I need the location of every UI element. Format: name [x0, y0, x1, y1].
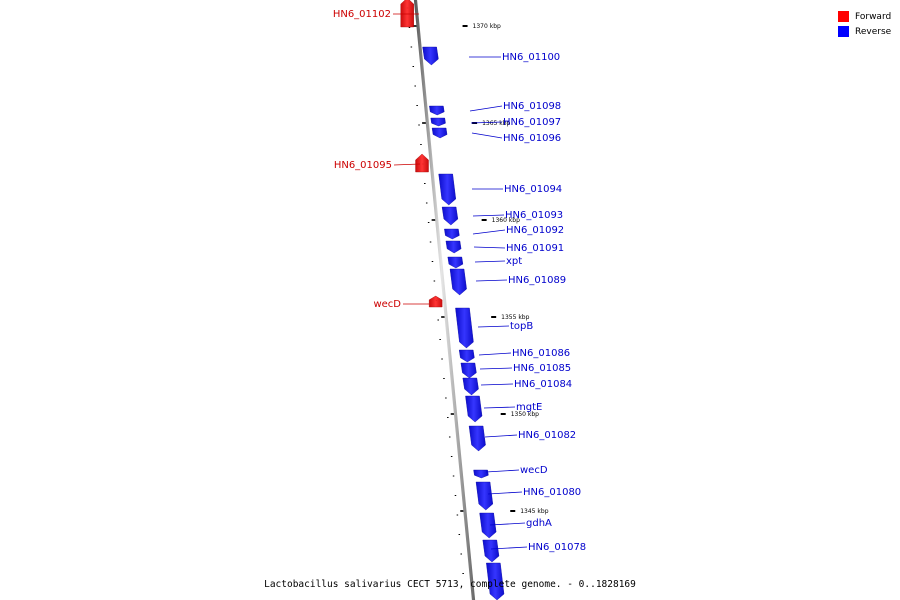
gene-label: HN6_01091 [506, 243, 564, 254]
gene-label-leader [490, 546, 528, 550]
reverse-gene [468, 425, 486, 452]
gene-features [400, 0, 505, 600]
reverse-gene [475, 481, 494, 511]
legend-label-forward: Forward [855, 11, 892, 22]
gene-label: HN6_01085 [513, 363, 571, 374]
gene-label: HN6_01095 [334, 160, 392, 171]
reverse-gene [486, 562, 505, 600]
gene-label: wecD [520, 465, 548, 476]
gene-label-leader [473, 246, 506, 249]
reverse-gene [422, 46, 439, 66]
gene-label: HN6_01086 [512, 348, 570, 359]
reverse-gene [458, 349, 475, 363]
gene-label: HN6_01097 [503, 117, 561, 128]
gene-label-leader [479, 367, 513, 370]
forward-gene [400, 0, 414, 28]
gene-label-leader [489, 522, 526, 526]
gene-label-leader [469, 105, 503, 112]
reverse-gene [479, 512, 497, 539]
forward-gene [415, 153, 429, 173]
scale-label: 1365 kbp [482, 120, 510, 127]
gene-label-leader [484, 434, 518, 438]
gene-label: gdhA [526, 518, 552, 529]
gene-label: topB [510, 321, 533, 332]
gene-label: HN6_01094 [504, 184, 562, 195]
gene-label: HN6_01080 [523, 487, 581, 498]
legend-item-forward: Forward [838, 9, 900, 24]
legend-label-reverse: Reverse [855, 26, 892, 37]
reverse-gene [447, 256, 464, 269]
scale-label: 1360 kbp [492, 217, 520, 224]
genome-caption: Lactobacillus salivarius CECT 5713, comp… [264, 579, 636, 590]
scale-label: 1355 kbp [501, 314, 529, 321]
major-ticks [412, 25, 516, 512]
gene-label-leader [472, 229, 506, 235]
gene-label: wecD [373, 299, 401, 310]
genome-axis [413, 0, 476, 600]
gene-label: HN6_01098 [503, 101, 561, 112]
reverse-gene [441, 206, 459, 226]
reverse-gene [482, 539, 500, 563]
gene-label-leader [480, 383, 514, 386]
gene-label-leader [393, 163, 421, 166]
reverse-gene [431, 127, 448, 139]
gene-label-leader [485, 469, 520, 473]
gene-labels: HN6_01102 HN6_01100 HN6_01098 HN6_01097 HN6_… [333, 9, 586, 553]
gene-label-leader [470, 121, 503, 124]
gene-label: HN6_01102 [333, 9, 391, 20]
gene-label: HN6_01093 [505, 210, 563, 221]
scale-label: 1345 kbp [520, 508, 548, 515]
minor-ticks [406, 7, 464, 574]
gene-label: HN6_01096 [503, 133, 561, 144]
reverse-gene [444, 228, 460, 240]
gene-label: mgtE [516, 402, 542, 413]
legend-item-reverse: Reverse [838, 24, 900, 39]
reverse-gene [465, 395, 483, 423]
gene-label-leader [478, 352, 512, 356]
gene-label: xpt [506, 256, 522, 267]
legend: Forward Reverse [838, 9, 900, 39]
gene-label: HN6_01082 [518, 430, 576, 441]
gene-label: HN6_01089 [508, 275, 566, 286]
scale-label: 1350 kbp [511, 411, 539, 418]
gene-label-leader [483, 406, 516, 409]
gene-label-leader [475, 279, 508, 282]
gene-label-leader [472, 214, 505, 217]
legend-swatch-reverse [838, 26, 849, 37]
gene-label: HN6_01084 [514, 379, 572, 390]
reverse-gene [455, 307, 474, 349]
reverse-gene [460, 362, 477, 379]
gene-label-leader [477, 325, 510, 328]
gene-label: HN6_01078 [528, 542, 586, 553]
reverse-gene [449, 268, 467, 296]
reverse-gene [430, 117, 446, 127]
reverse-gene [438, 173, 457, 206]
forward-gene [428, 295, 443, 308]
reverse-gene [462, 377, 479, 396]
gene-label-leader [487, 491, 523, 495]
gene-label-leader [474, 260, 506, 263]
scale-label: 1370 kbp [473, 23, 501, 30]
gene-label-leader [471, 132, 503, 139]
gene-label: HN6_01100 [502, 52, 560, 63]
reverse-gene [445, 240, 462, 254]
gene-label: HN6_01092 [506, 225, 564, 236]
legend-swatch-forward [838, 11, 849, 22]
reverse-gene [429, 105, 445, 116]
scale-labels: 1370 kbp 1365 kbp 1360 kbp 1355 kbp 1350 kbp… [473, 23, 549, 515]
reverse-gene [473, 469, 489, 479]
